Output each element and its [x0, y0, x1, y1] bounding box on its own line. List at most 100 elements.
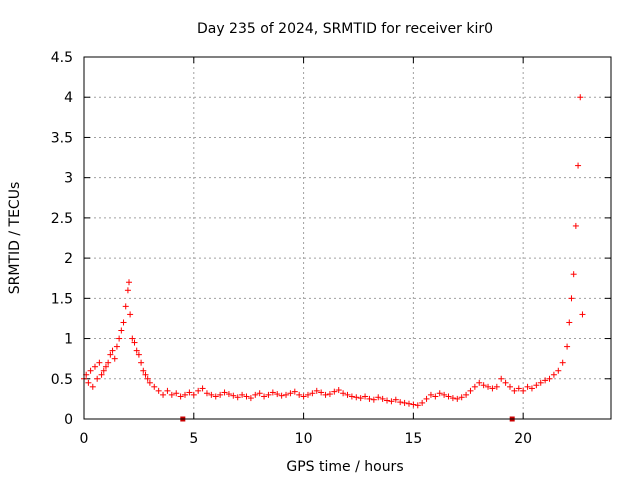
data-point	[190, 391, 197, 398]
data-point	[559, 359, 566, 366]
data-point	[318, 389, 325, 396]
data-point	[113, 343, 120, 350]
data-point	[168, 391, 175, 398]
data-point	[118, 327, 125, 334]
data-point	[109, 347, 116, 354]
data-point	[111, 355, 118, 362]
data-point	[572, 222, 579, 229]
data-point	[164, 387, 171, 394]
data-point	[467, 387, 474, 394]
data-point	[151, 383, 158, 390]
data-point	[146, 379, 153, 386]
data-point	[102, 363, 109, 370]
data-point	[366, 395, 373, 402]
data-point	[575, 162, 582, 169]
plot-frame	[83, 56, 612, 420]
data-point	[463, 391, 470, 398]
data-point	[177, 393, 184, 400]
x-axis-label: GPS time / hours	[286, 459, 403, 475]
data-point	[173, 390, 180, 397]
y-tick-label: 3.5	[51, 130, 73, 146]
data-point	[405, 400, 412, 407]
data-point	[533, 382, 540, 389]
data-point	[388, 398, 395, 405]
data-point	[480, 382, 487, 389]
data-point	[252, 391, 259, 398]
data-point	[436, 390, 443, 397]
data-point	[570, 271, 577, 278]
data-point	[520, 387, 527, 394]
data-point	[243, 393, 250, 400]
data-point	[265, 391, 272, 398]
chart-title: Day 235 of 2024, SRMTID for receiver kir…	[197, 21, 493, 37]
data-point	[269, 389, 276, 396]
x-tick-label: 0	[80, 431, 89, 447]
data-point	[239, 391, 246, 398]
data-point	[419, 399, 426, 406]
data-point	[87, 367, 94, 374]
data-point	[528, 385, 535, 392]
data-point	[91, 363, 98, 370]
y-tick-label: 4	[64, 90, 73, 106]
data-point	[313, 387, 320, 394]
data-point	[98, 371, 105, 378]
data-point	[550, 371, 557, 378]
data-point	[445, 393, 452, 400]
data-point	[498, 375, 505, 382]
data-point	[502, 379, 509, 386]
data-point	[423, 395, 430, 402]
y-tick-label: 3	[64, 171, 73, 187]
x-tick-label: 15	[404, 431, 422, 447]
grid	[84, 57, 611, 419]
data-point	[493, 383, 500, 390]
data-point	[566, 319, 573, 326]
data-point	[353, 394, 360, 401]
data-point	[85, 379, 92, 386]
data-point	[304, 391, 311, 398]
data-point	[454, 395, 461, 402]
data-point	[379, 395, 386, 402]
data-point	[370, 396, 377, 403]
data-point	[485, 383, 492, 390]
data-point	[199, 385, 206, 392]
data-point	[274, 391, 281, 398]
data-point	[126, 279, 133, 286]
data-point	[107, 351, 114, 358]
data-point	[124, 287, 131, 294]
data-point	[127, 311, 134, 318]
data-point	[208, 391, 215, 398]
y-axis-label: SRMTID / TECUs	[7, 182, 23, 295]
data-point	[142, 371, 149, 378]
x-tick-label: 10	[295, 431, 313, 447]
data-point	[195, 387, 202, 394]
data-point	[160, 391, 167, 398]
data-point	[362, 393, 369, 400]
data-point	[471, 383, 478, 390]
data-point	[449, 395, 456, 402]
data-point	[344, 391, 351, 398]
data-point	[217, 391, 224, 398]
data-point	[489, 385, 496, 392]
data-point	[546, 375, 553, 382]
data-point	[133, 347, 140, 354]
data-point	[186, 389, 193, 396]
data-point	[568, 295, 575, 302]
x-tick-label: 20	[514, 431, 532, 447]
data-point	[120, 319, 127, 326]
data-point	[392, 396, 399, 403]
axis-ticks: 0 0.5 1 1.5 2 2.5 3 3.5 4 4.5 0 5 10 15 20	[51, 50, 611, 447]
y-tick-label: 4.5	[51, 50, 73, 66]
y-tick-label: 0	[64, 412, 73, 428]
y-tick-label: 2	[64, 251, 73, 267]
data-point	[564, 343, 571, 350]
data-point	[278, 392, 285, 399]
data-point	[476, 379, 483, 386]
data-points	[81, 94, 586, 409]
data-point	[410, 401, 417, 408]
data-point	[105, 359, 112, 366]
data-point	[577, 94, 584, 101]
data-point	[357, 395, 364, 402]
data-point	[432, 393, 439, 400]
data-point	[135, 351, 142, 358]
data-point	[234, 394, 241, 401]
